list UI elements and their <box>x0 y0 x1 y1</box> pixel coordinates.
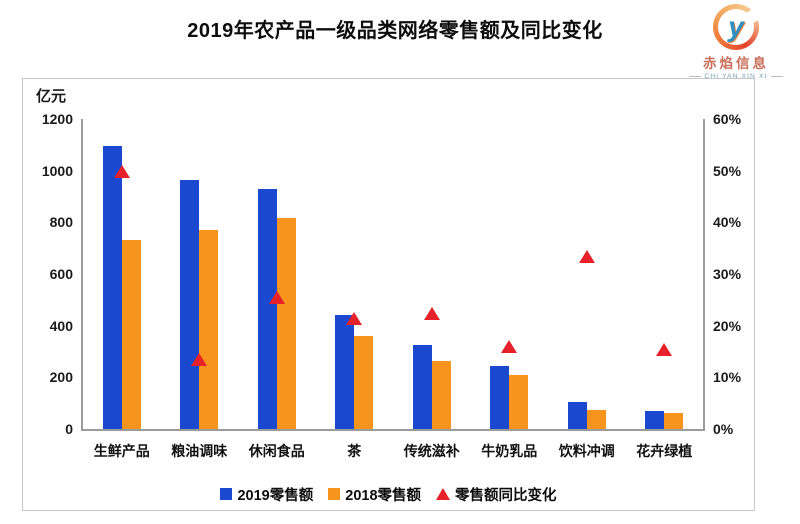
bar-2019零售额-传统滋补 <box>412 345 432 429</box>
left-axis-tick-label: 200 <box>49 369 73 386</box>
marker-零售额同比变化-粮油调味 <box>191 353 208 367</box>
category-label-生鲜产品: 生鲜产品 <box>93 443 150 459</box>
right-axis-tick-label: 20% <box>713 317 742 334</box>
left-axis-tick-label: 400 <box>49 317 73 334</box>
category-label-茶: 茶 <box>347 443 362 459</box>
right-axis-tick-label: 0% <box>713 421 734 437</box>
bar-2018零售额-粮油调味 <box>199 230 219 429</box>
bar-2018零售额-牛奶乳品 <box>509 375 529 429</box>
category-label-粮油调味: 粮油调味 <box>171 443 228 459</box>
right-axis-tick-label: 30% <box>713 266 742 282</box>
bar-2019零售额-休闲食品 <box>257 189 277 429</box>
right-axis-tick-label: 60% <box>713 111 742 127</box>
bar-2019零售额-生鲜产品 <box>102 146 122 429</box>
category-label-牛奶乳品: 牛奶乳品 <box>481 443 538 459</box>
left-axis-tick-label: 0 <box>65 421 73 437</box>
bar-2018零售额-花卉绿植 <box>664 413 684 429</box>
bar-2019零售额-茶 <box>335 315 355 429</box>
category-label-饮料冲调: 饮料冲调 <box>558 443 615 459</box>
bar-2019零售额-饮料冲调 <box>567 402 587 429</box>
bar-2018零售额-饮料冲调 <box>586 410 606 429</box>
legend-square-icon <box>328 487 341 500</box>
company-logo: y 赤焰信息 CHI YAN XIN XI <box>684 4 788 80</box>
bar-2019零售额-花卉绿植 <box>645 411 665 429</box>
logo-swirl-icon: y <box>713 4 763 50</box>
logo-divider-left <box>689 76 702 77</box>
left-axis-tick-label: 1200 <box>41 111 73 127</box>
bar-2019零售额-牛奶乳品 <box>490 366 510 429</box>
right-axis-line <box>703 119 705 431</box>
right-axis-tick-label: 50% <box>713 162 742 179</box>
logo-phoenix-y-glyph: y <box>728 11 744 42</box>
marker-零售额同比变化-休闲食品 <box>268 291 285 305</box>
marker-零售额同比变化-传统滋补 <box>423 306 440 320</box>
x-axis-line <box>81 429 705 431</box>
legend-item-零售额同比变化: 零售额同比变化 <box>436 484 557 505</box>
bar-2019零售额-粮油调味 <box>180 180 200 429</box>
page-title: 2019年农产品一级品类网络零售额及同比变化 <box>187 20 603 42</box>
category-label-传统滋补: 传统滋补 <box>403 443 460 459</box>
chart-area: 亿元 1200 1000 800 600 400 200 0 60% 50% 40% 30% 20% 1… <box>22 78 755 511</box>
marker-零售额同比变化-牛奶乳品 <box>501 340 518 354</box>
chart-legend: 2019零售额 2018零售额 零售额同比变化 <box>23 484 754 505</box>
marker-零售额同比变化-饮料冲调 <box>578 249 595 263</box>
left-axis-tick-label: 800 <box>49 214 73 231</box>
bar-2018零售额-休闲食品 <box>276 218 296 429</box>
left-axis-tick-label: 1000 <box>41 162 73 179</box>
bar-2018零售额-茶 <box>354 336 374 429</box>
legend-item-2019零售额: 2019零售额 <box>220 484 313 505</box>
right-axis-tick-label: 40% <box>713 214 742 231</box>
left-axis-tick-label: 600 <box>49 266 73 282</box>
bar-2018零售额-生鲜产品 <box>121 240 141 429</box>
left-axis-line <box>81 119 83 431</box>
category-label-花卉绿植: 花卉绿植 <box>636 443 693 459</box>
bar-2018零售额-传统滋补 <box>431 361 451 429</box>
logo-company-name-cn: 赤焰信息 <box>703 56 769 71</box>
legend-triangle-icon <box>436 487 451 500</box>
legend-item-2018零售额: 2018零售额 <box>328 484 421 505</box>
right-axis-tick-label: 10% <box>713 369 742 386</box>
legend-label: 2018零售额 <box>345 488 422 504</box>
left-axis-unit-label: 亿元 <box>36 88 67 105</box>
legend-square-icon <box>220 487 233 500</box>
marker-零售额同比变化-生鲜产品 <box>113 164 130 178</box>
category-label-休闲食品: 休闲食品 <box>248 443 305 459</box>
logo-divider-right <box>770 76 783 77</box>
marker-零售额同比变化-茶 <box>346 311 363 325</box>
legend-label: 零售额同比变化 <box>455 488 557 504</box>
legend-label: 2019零售额 <box>237 488 314 504</box>
marker-零售额同比变化-花卉绿植 <box>656 342 673 356</box>
logo-company-name-en: CHI YAN XIN XI <box>704 73 768 80</box>
